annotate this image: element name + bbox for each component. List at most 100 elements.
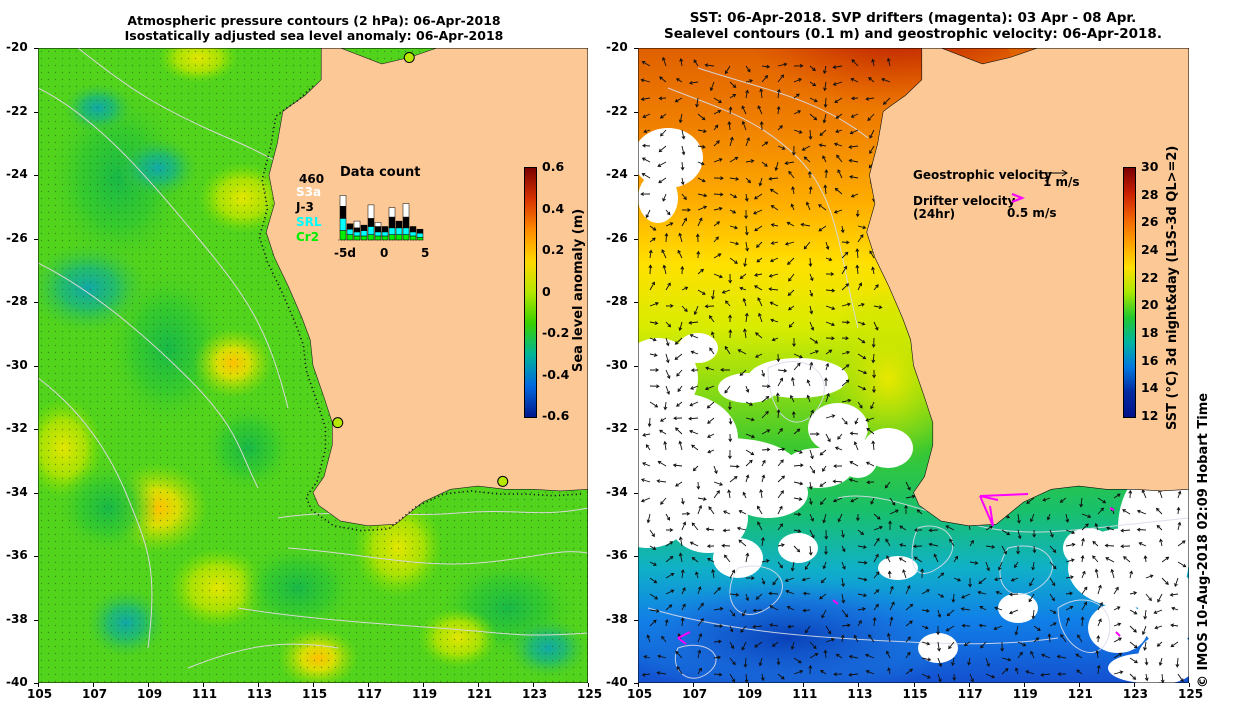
geostrophic-arrow-605 [729,569,736,579]
left-lon-tickmark-9 [533,683,534,687]
left-lon-tickmark-4 [258,683,259,687]
geostrophic-arrow-214 [855,248,860,259]
right-lon-tick-8: 121 [1067,687,1093,701]
geostrophic-arrow-804 [641,672,651,677]
geostrophic-arrow-724 [993,625,1003,631]
geostrophic-arrow-325 [677,385,683,393]
geostrophic-arrow-370 [674,427,683,435]
geostrophic-arrow-32 [640,97,651,102]
hist-axis-0: 0 [380,246,389,260]
hist-bar-2-1 [353,231,361,237]
cloud-gap-6 [638,398,668,518]
geostrophic-arrow-41 [793,93,800,99]
geostrophic-arrow-381 [849,431,859,436]
geostrophic-arrow-283 [728,329,733,339]
geostrophic-arrow-630 [1129,570,1134,579]
geostrophic-arrow-247 [873,284,879,291]
geostrophic-arrow-753 [921,641,931,646]
geostrophic-arrow-603 [695,571,699,579]
geostrophic-arrow-393 [809,449,814,460]
geostrophic-arrow-304 [825,349,833,355]
geostrophic-arrow-481 [916,509,923,515]
geostrophic-arrow-594 [1092,555,1099,563]
geostrophic-arrow-558 [1065,542,1076,547]
geostrophic-arrow-220 [680,265,685,275]
geostrophic-arrow-810 [744,673,749,683]
hist-bar-7-0 [388,234,396,241]
sea-level-colorbar-tick-6: -0.6 [542,408,570,423]
geostrophic-arrow-302 [793,353,803,359]
geostrophic-arrow-253 [725,300,731,307]
geostrophic-arrow-237 [711,289,715,300]
geostrophic-arrow-221 [697,268,704,275]
sst-colorbar-tick-0: 30 [1141,159,1159,174]
right-lon-tickmark-8 [1078,683,1080,687]
geostrophic-arrow-468 [708,506,715,515]
right-lon-tickmark-9 [1133,683,1135,687]
geostrophic-arrow-29 [850,77,859,83]
geostrophic-arrow-5 [724,65,731,75]
geostrophic-arrow-364 [825,414,836,419]
svp-drifter-track-3 [1109,507,1115,511]
sealevel-contour-7 [837,495,1189,533]
geostrophic-arrow-757 [980,641,987,649]
geostrophic-arrow-695 [1081,601,1087,611]
geostrophic-arrow-437 [759,488,764,499]
sea-level-colorbar-tick-3: 0 [542,283,551,299]
hist-bar-11-2 [416,228,424,234]
geostrophic-arrow-362 [791,411,796,419]
geostrophic-arrow-123 [758,177,763,187]
geostrophic-arrow-395 [834,446,843,451]
geostrophic-arrow-58 [809,113,818,121]
geostrophic-arrow-273 [809,321,815,331]
geostrophic-arrow-30 [868,77,875,83]
geostrophic-arrow-592 [1065,558,1075,563]
geostrophic-arrow-300 [755,353,763,358]
geostrophic-arrow-249 [665,304,674,308]
hist-bar-5-2 [374,226,382,233]
geostrophic-arrow-646 [841,593,846,604]
geostrophic-arrow-489 [1046,513,1051,521]
cloud-gap-27 [878,556,918,580]
geostrophic-arrow-805 [656,671,667,675]
geostrophic-arrow-303 [809,349,819,355]
right-lon-tickmark-1 [693,683,695,687]
left-lat-tickmark-9 [34,619,38,621]
geostrophic-arrow-467 [697,504,703,515]
geostrophic-arrow-791 [985,657,990,668]
geostrophic-arrow-158 [770,205,779,211]
hist-axis-minus5: -5d [334,246,356,260]
geostrophic-arrow-598 [1161,556,1170,563]
geostrophic-arrow-335 [841,379,850,387]
geostrophic-arrow-36 [713,97,722,103]
left-lat-tick-9: -38 [6,611,28,626]
geostrophic-arrow-746 [809,641,817,650]
geostrophic-arrow-52 [713,109,722,115]
left-title-line1: Atmospheric pressure contours (2 hPa): 0… [127,13,501,28]
geostrophic-arrow-669 [665,604,673,611]
right-lon-tickmark-4 [858,683,860,687]
geostrophic-arrow-146 [850,193,859,198]
geostrophic-arrow-455 [1042,497,1051,502]
geostrophic-arrow-360 [761,410,769,419]
geostrophic-arrow-83 [658,145,667,153]
geostrophic-arrow-361 [776,409,781,419]
geostrophic-arrow-687 [946,609,955,617]
geostrophic-arrow-440 [808,497,813,506]
geostrophic-arrow-621 [978,577,987,585]
geostrophic-arrow-826 [1001,668,1009,675]
geostrophic-arrow-74 [793,129,803,134]
geostrophic-arrow-618 [937,572,945,579]
geostrophic-arrow-336 [857,385,867,391]
geostrophic-arrow-508 [809,529,815,539]
geostrophic-arrow-129 [849,175,859,179]
geostrophic-arrow-615 [887,570,892,579]
cloud-gap-18 [1088,603,1148,653]
geostrophic-arrow-154 [713,206,723,211]
geostrophic-arrow-696 [1097,601,1103,611]
geostrophic-arrow-664 [1129,591,1138,596]
geostrophic-arrow-622 [994,577,1003,582]
geostrophic-arrow-676 [769,605,779,611]
geostrophic-arrow-373 [728,433,733,443]
geostrophic-arrow-430 [640,497,651,503]
